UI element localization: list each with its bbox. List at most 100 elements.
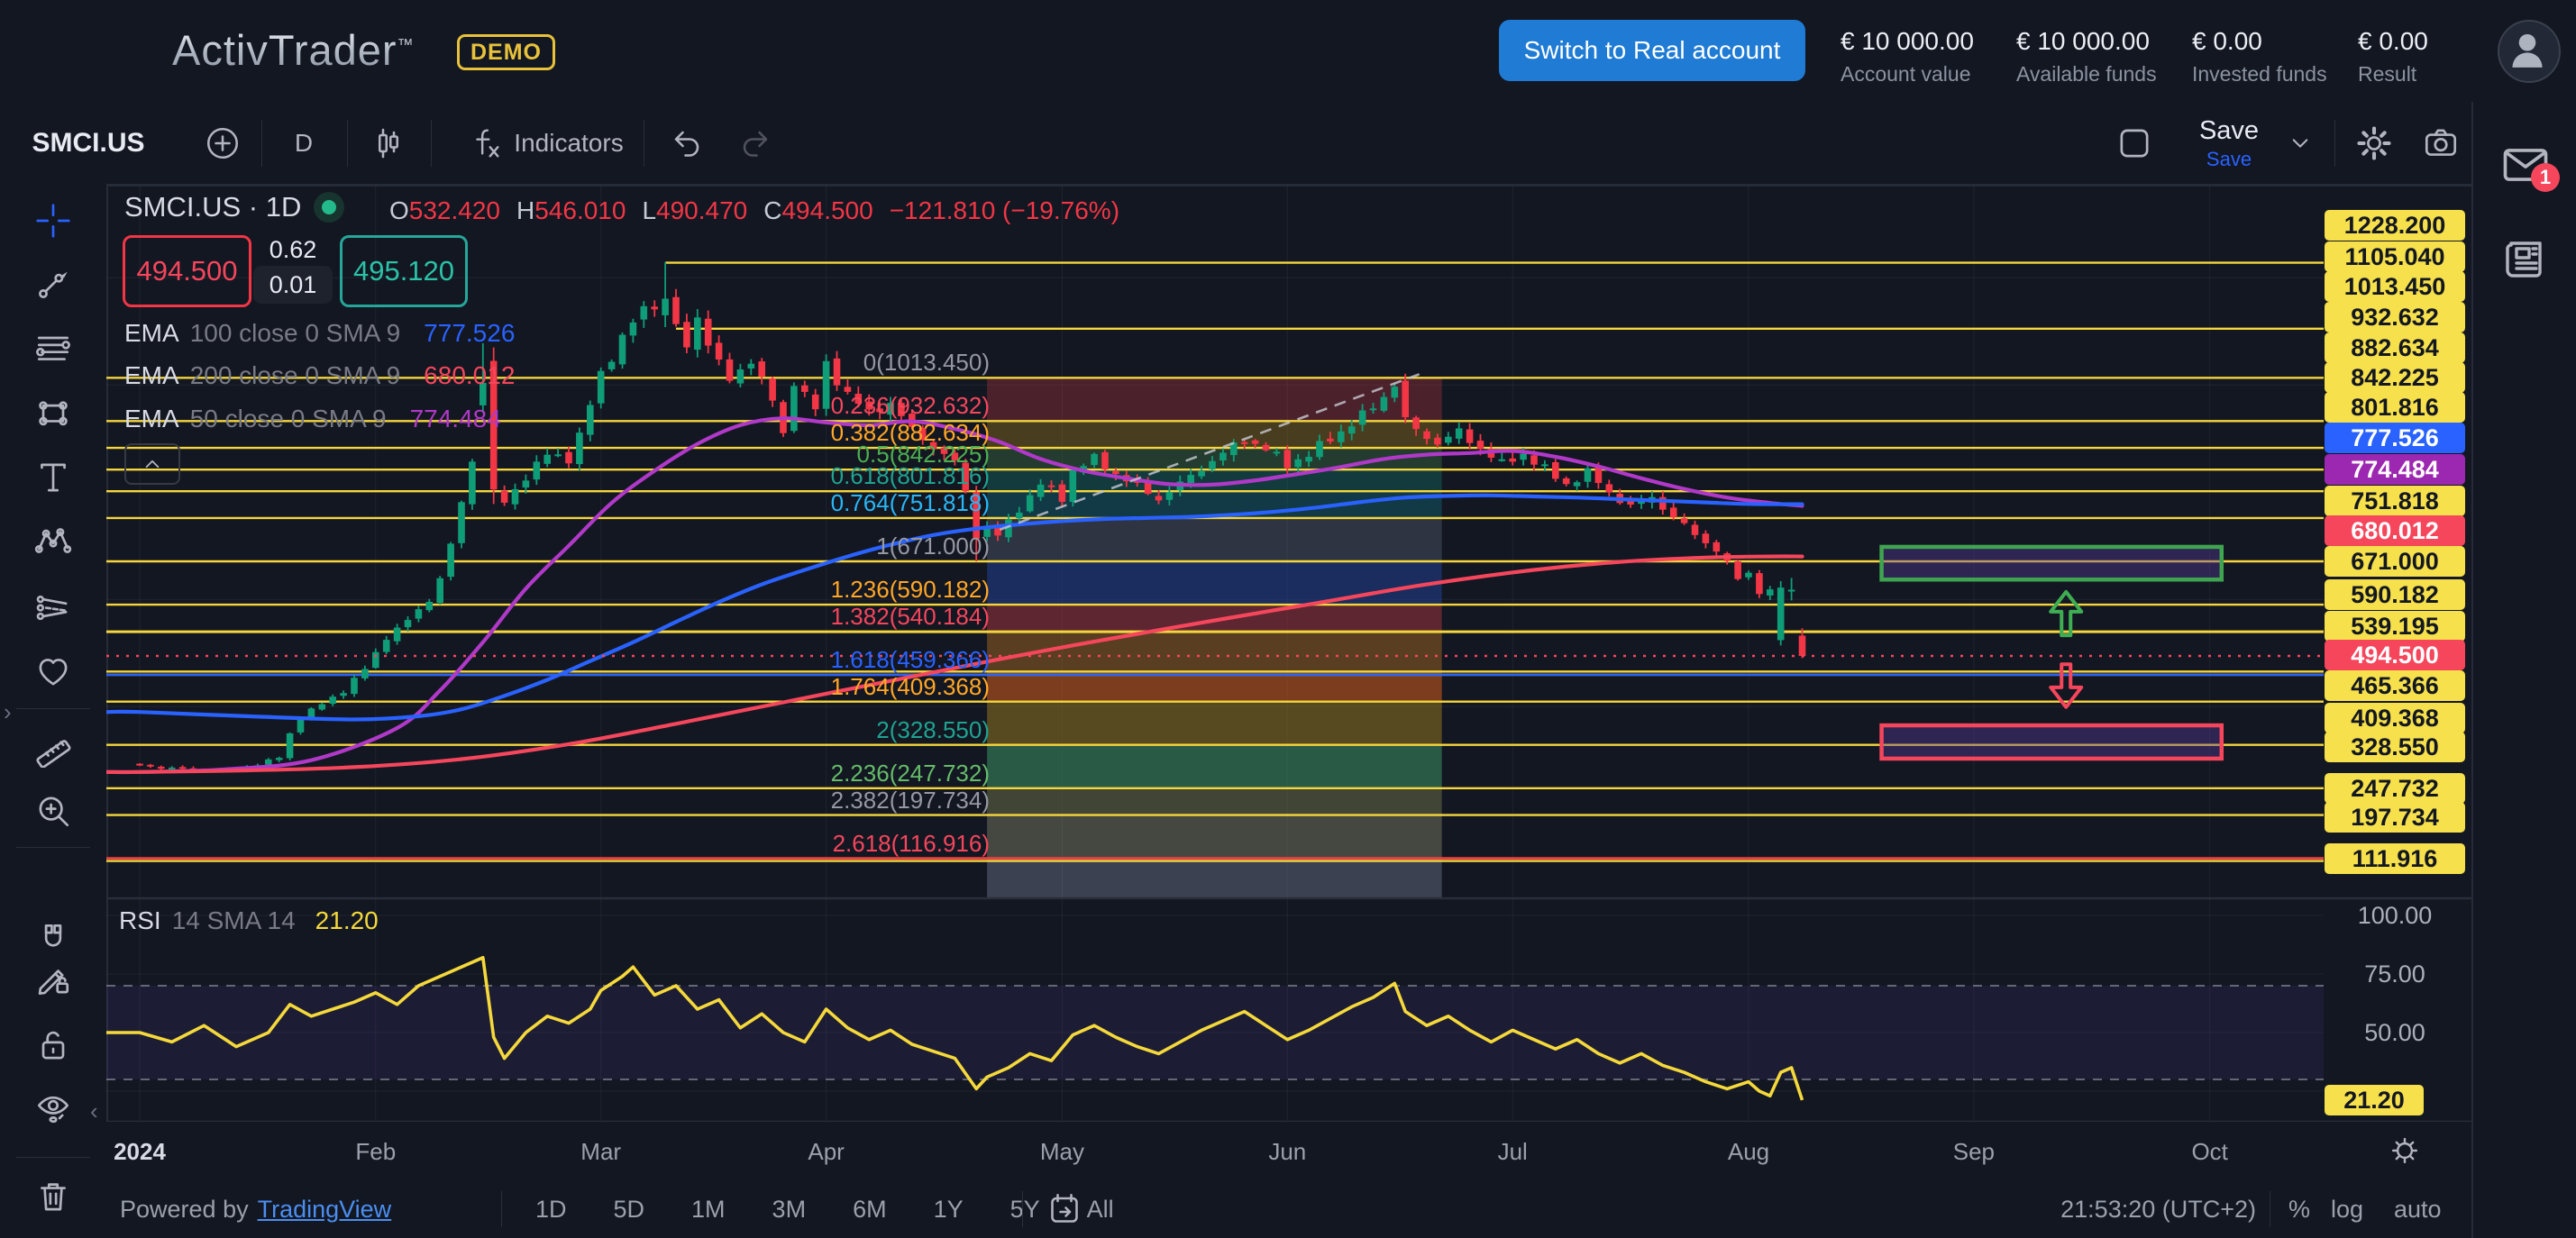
tool-drawing-mode[interactable] bbox=[28, 954, 78, 1005]
timeframe-button[interactable]: D bbox=[294, 129, 314, 157]
tool-text[interactable] bbox=[28, 452, 78, 503]
time-axis-label: Sep bbox=[1952, 1138, 1996, 1165]
calendar-icon bbox=[1051, 1193, 1078, 1223]
range-button-3m[interactable]: 3M bbox=[772, 1195, 807, 1223]
stat-label: Result bbox=[2358, 62, 2417, 86]
stat-value: € 0.00 bbox=[2192, 27, 2262, 55]
tool-fib-retracement[interactable] bbox=[28, 323, 78, 373]
save-menu-button[interactable] bbox=[2279, 102, 2322, 185]
text-icon bbox=[41, 463, 66, 492]
person-icon bbox=[2512, 33, 2543, 68]
ohlc-item: C494.500 bbox=[763, 196, 873, 224]
layout-square-icon bbox=[2120, 129, 2149, 158]
fib-level-label: 0.5(842.225) bbox=[856, 441, 990, 469]
tool-xabcd-pattern[interactable] bbox=[28, 515, 78, 566]
notifications-button[interactable]: 1 bbox=[2498, 138, 2560, 192]
layout-button[interactable] bbox=[2109, 102, 2160, 185]
tool-separator bbox=[16, 708, 90, 709]
redo-button[interactable] bbox=[732, 102, 779, 185]
demo-badge: DEMO bbox=[457, 34, 555, 70]
account-stat: € 0.00 Result bbox=[2358, 27, 2529, 86]
chart-legend[interactable]: SMCI.US · 1D bbox=[124, 191, 345, 223]
fib-level-label: 0.764(751.818) bbox=[830, 488, 990, 516]
price-scale-label: 774.484 bbox=[2325, 454, 2465, 485]
range-button-1m[interactable]: 1M bbox=[691, 1195, 726, 1223]
sell-button[interactable]: 494.500 bbox=[123, 235, 251, 307]
chart-style-button[interactable] bbox=[365, 102, 412, 185]
stat-label: Invested funds bbox=[2192, 62, 2327, 86]
tradingview-link[interactable]: TradingView bbox=[257, 1195, 392, 1223]
rsi-value: 21.20 bbox=[315, 906, 379, 934]
fib-level-label: 1(671.000) bbox=[876, 533, 990, 560]
auto-scale-button[interactable]: auto bbox=[2394, 1195, 2442, 1223]
fib-level-label: 1.764(409.368) bbox=[830, 672, 990, 700]
tool-measure[interactable] bbox=[28, 723, 78, 773]
range-button-all[interactable]: All bbox=[1086, 1195, 1114, 1223]
tool-forecast[interactable] bbox=[28, 581, 78, 632]
rsi-legend[interactable]: RSI 14 SMA 14 21.20 bbox=[119, 906, 379, 935]
gear-icon bbox=[2357, 126, 2391, 160]
app-logo: ActivTrader™ bbox=[172, 26, 415, 74]
tool-lock-all[interactable] bbox=[28, 1020, 78, 1070]
symbol-button[interactable]: SMCI.US bbox=[32, 128, 145, 158]
compare-add-button[interactable] bbox=[200, 102, 245, 185]
price-scale-label: 1228.200 bbox=[2325, 210, 2465, 241]
range-button-5y[interactable]: 5Y bbox=[1009, 1195, 1040, 1223]
settings-button[interactable] bbox=[2349, 102, 2399, 185]
right-panel: 1 bbox=[2471, 102, 2576, 1238]
market-status-icon[interactable] bbox=[314, 192, 345, 223]
save-label: Save bbox=[2198, 115, 2260, 145]
newspaper-icon bbox=[2506, 241, 2542, 278]
fx-icon bbox=[476, 129, 499, 158]
undo-button[interactable] bbox=[663, 102, 710, 185]
trend-line-icon bbox=[39, 271, 68, 298]
time-axis[interactable]: 2024 Feb Mar Apr May Jun Jul Aug Sep Oct bbox=[106, 1122, 2471, 1183]
range-button-6m[interactable]: 6M bbox=[853, 1195, 887, 1223]
go-to-date-button[interactable] bbox=[1046, 1180, 1083, 1238]
range-button-1y[interactable]: 1Y bbox=[933, 1195, 964, 1223]
tool-emoji[interactable] bbox=[28, 646, 78, 696]
indicators-button[interactable]: Indicators bbox=[451, 102, 640, 185]
axis-settings-icon[interactable] bbox=[2387, 1133, 2423, 1169]
price-scale-label: 197.734 bbox=[2325, 802, 2465, 833]
indicator-row[interactable]: EMA 100 close 0 SMA 9 777.526 bbox=[124, 318, 515, 349]
news-button[interactable] bbox=[2498, 232, 2553, 287]
indicator-row[interactable]: EMA 50 close 0 SMA 9 774.484 bbox=[124, 404, 501, 434]
switch-to-real-account-button[interactable]: Switch to Real account bbox=[1499, 20, 1805, 81]
tool-zoom-in[interactable] bbox=[28, 786, 78, 836]
percent-scale-button[interactable]: % bbox=[2288, 1195, 2311, 1223]
time-axis-label: 2024 bbox=[114, 1138, 166, 1165]
tool-crosshair[interactable] bbox=[28, 196, 78, 246]
fib-level-label: 2.618(116.916) bbox=[832, 829, 990, 857]
screenshot-button[interactable] bbox=[2416, 102, 2466, 185]
range-button-1d[interactable]: 1D bbox=[535, 1195, 567, 1223]
buy-button[interactable]: 495.120 bbox=[340, 235, 468, 307]
remove-all-icon bbox=[41, 1183, 66, 1211]
account-stat: € 0.00 Invested funds bbox=[2192, 27, 2363, 86]
indicator-row[interactable]: EMA 200 close 0 SMA 9 680.012 bbox=[124, 360, 515, 391]
avatar[interactable] bbox=[2498, 20, 2561, 83]
range-button-5d[interactable]: 5D bbox=[613, 1195, 645, 1223]
tool-magnet[interactable] bbox=[28, 915, 78, 965]
indicator-params: 200 close 0 SMA 9 bbox=[189, 361, 401, 389]
legend-collapse-button[interactable] bbox=[124, 443, 180, 485]
tool-separator bbox=[16, 847, 90, 848]
toolbar-separator bbox=[2334, 120, 2335, 167]
powered-by-label: Powered by bbox=[120, 1195, 249, 1223]
rsi-scale-label: 75.00 bbox=[2364, 960, 2425, 988]
fib-level-label: 0.236(932.632) bbox=[830, 392, 990, 420]
sidebar-expand-handle[interactable]: › bbox=[4, 698, 12, 725]
emoji-icon bbox=[39, 659, 68, 686]
price-scale-label: 247.732 bbox=[2325, 773, 2465, 804]
log-scale-button[interactable]: log bbox=[2331, 1195, 2364, 1223]
tool-trend-line[interactable] bbox=[28, 259, 78, 309]
tool-remove-all[interactable] bbox=[28, 1171, 78, 1222]
save-button[interactable]: Save Save bbox=[2179, 102, 2279, 185]
app-header: ActivTrader™ DEMO Switch to Real account… bbox=[0, 0, 2576, 104]
bottom-separator bbox=[501, 1191, 502, 1227]
tool-shapes[interactable] bbox=[28, 387, 78, 438]
tool-hide-all[interactable] bbox=[28, 1083, 78, 1133]
panel-collapse-handle[interactable]: ‹ bbox=[90, 1097, 98, 1124]
